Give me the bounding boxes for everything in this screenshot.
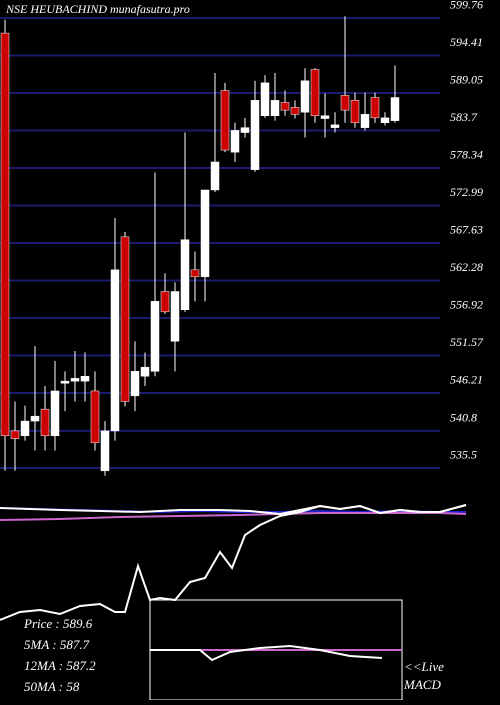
- candle-body: [280, 102, 290, 111]
- candle-body: [20, 420, 30, 437]
- y-tick-label: 540.8: [450, 411, 477, 425]
- candle-body: [290, 107, 300, 115]
- candle-body: [380, 117, 390, 123]
- legend-50ma: 50MA : 58: [24, 679, 80, 694]
- y-tick-label: 551.57: [450, 335, 484, 349]
- candle-body: [240, 127, 250, 133]
- y-tick-label: 546.21: [450, 373, 483, 387]
- candle-body: [180, 239, 190, 310]
- candle-body: [270, 100, 280, 116]
- price-line: [0, 504, 467, 621]
- candle-body: [360, 114, 370, 128]
- candle-body: [50, 390, 60, 437]
- candle-body: [110, 269, 120, 432]
- candle-body: [140, 366, 150, 377]
- candle-body: [210, 161, 220, 191]
- candle-body: [170, 291, 180, 342]
- y-tick-label: 589.05: [450, 73, 483, 87]
- y-tick-label: 556.92: [450, 298, 483, 312]
- candle-body: [100, 430, 110, 472]
- y-tick-label: 572.99: [450, 185, 483, 199]
- candle-body: [160, 291, 170, 313]
- y-tick-label: 583.7: [450, 110, 478, 124]
- candle-body: [200, 189, 210, 278]
- legend-12ma: 12MA : 587.2: [24, 658, 96, 673]
- y-tick-label: 594.41: [450, 35, 483, 49]
- candle-body: [80, 376, 90, 382]
- candle-body: [230, 130, 240, 153]
- candle-body: [120, 236, 130, 402]
- y-tick-label: 578.34: [450, 148, 483, 162]
- candle-body: [390, 97, 400, 121]
- candle-body: [220, 90, 230, 151]
- candle-body: [40, 408, 50, 437]
- candle-body: [300, 80, 310, 113]
- candle-body: [10, 430, 20, 439]
- chart-title: NSE HEUBACHIND munafasutra.pro: [5, 2, 190, 16]
- candle-body: [340, 95, 350, 111]
- candle-body: [320, 115, 330, 119]
- legend-price: Price : 589.6: [23, 616, 93, 631]
- candle-body: [30, 415, 40, 422]
- live-label: <<Live: [404, 659, 444, 674]
- candle-body: [70, 378, 80, 382]
- candle-body: [330, 124, 340, 128]
- candles: [0, 16, 400, 476]
- y-tick-label: 535.5: [450, 448, 477, 462]
- candle-body: [250, 100, 260, 170]
- y-tick-label: 562.28: [450, 260, 483, 274]
- candle-body: [350, 100, 360, 123]
- candle-body: [90, 390, 100, 444]
- candle-body: [130, 371, 140, 397]
- candle-body: [370, 97, 380, 119]
- candle-body: [260, 82, 270, 116]
- candle-body: [0, 32, 10, 437]
- y-tick-label: 599.76: [450, 0, 483, 12]
- candle-body: [150, 301, 160, 372]
- macd-line: [150, 644, 383, 662]
- candle-body: [60, 380, 70, 384]
- legend-5ma: 5MA : 587.7: [24, 637, 90, 652]
- candle-body: [310, 69, 320, 116]
- y-tick-label: 567.63: [450, 223, 483, 237]
- candle-body: [190, 269, 200, 278]
- grid: 599.76 594.41 589.05 583.7 578.34 572.99 567.6…: [0, 0, 484, 469]
- macd-label: MACD: [403, 677, 441, 692]
